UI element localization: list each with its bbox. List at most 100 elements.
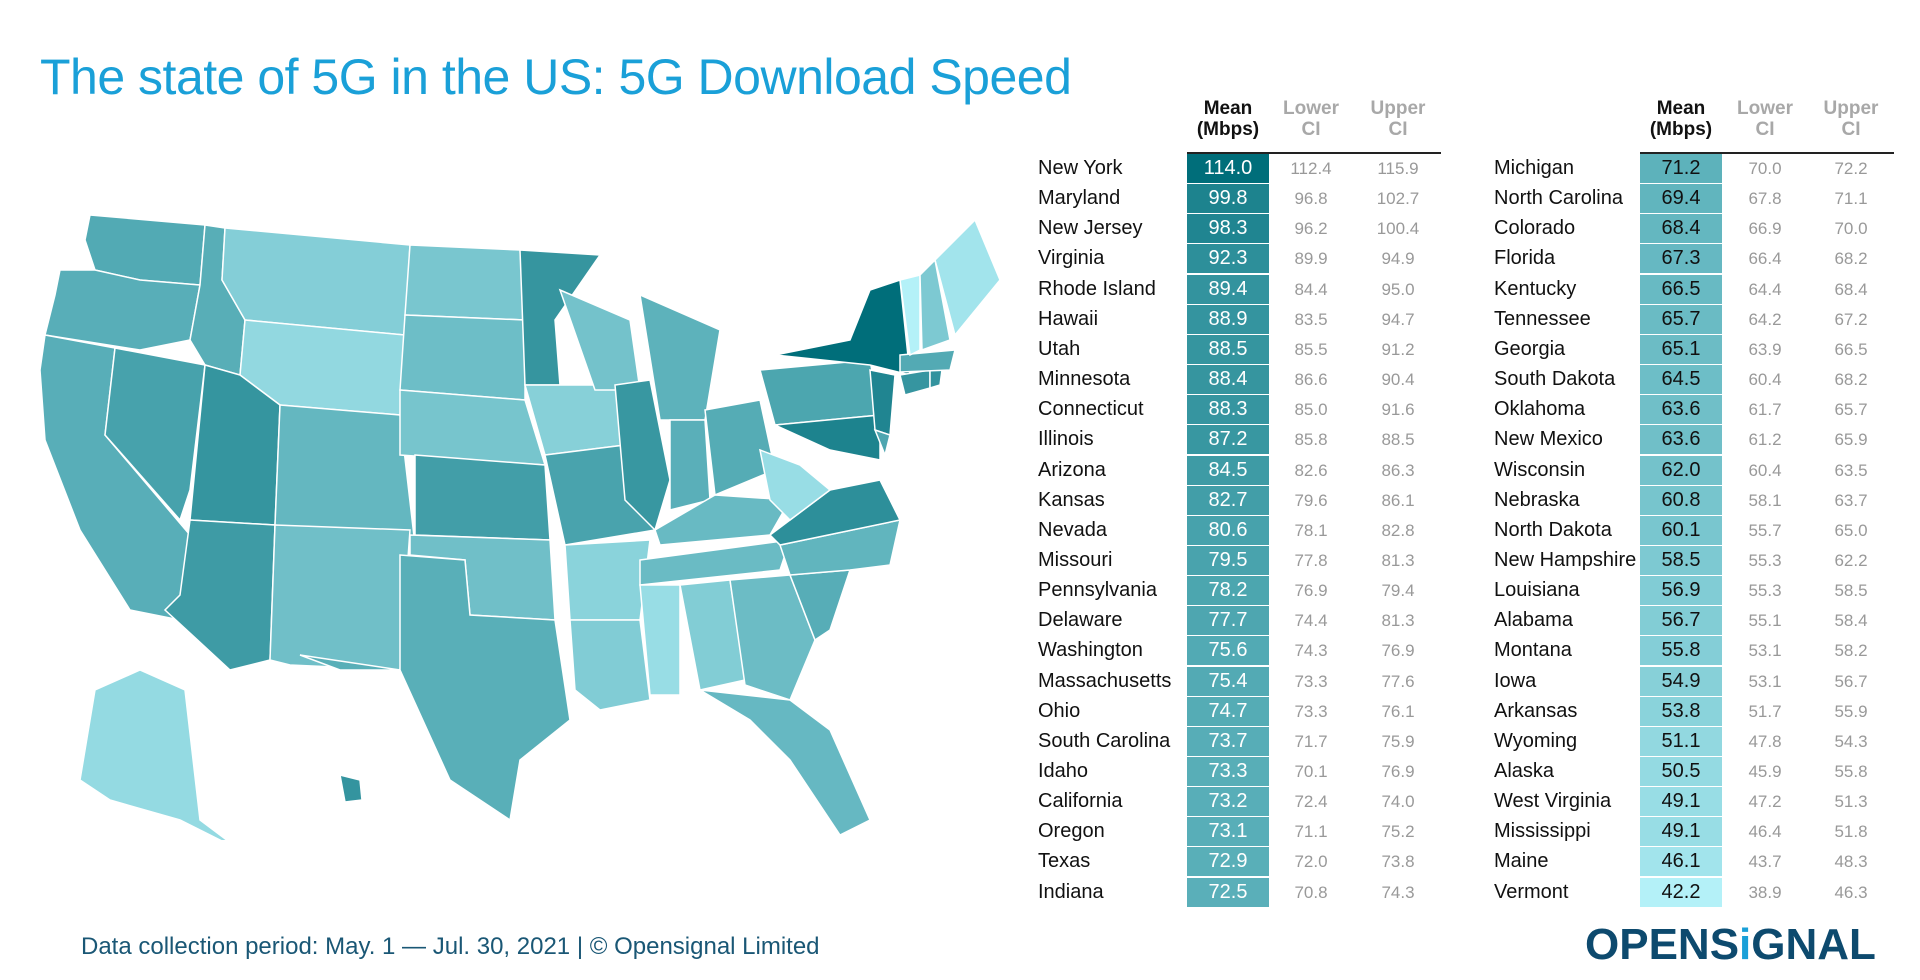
upper-ci-value: 65.0 bbox=[1834, 520, 1868, 540]
upper-ci-value: 67.2 bbox=[1834, 309, 1868, 329]
lower-ci-value: 55.3 bbox=[1748, 581, 1782, 601]
state-colorado bbox=[274, 404, 416, 546]
state-pennsylvania bbox=[759, 359, 881, 426]
lower-ci-value: 53.1 bbox=[1748, 671, 1782, 691]
lower-ci-value: 83.5 bbox=[1294, 309, 1328, 329]
state-name: Massachusetts bbox=[1038, 669, 1172, 692]
state-name: Michigan bbox=[1494, 157, 1575, 179]
state-name: Wyoming bbox=[1494, 729, 1578, 752]
state-nebraska bbox=[399, 389, 547, 466]
state-name: Alabama bbox=[1494, 609, 1573, 632]
state-ohio bbox=[704, 399, 776, 497]
state-florida bbox=[699, 689, 871, 836]
lower-ci-value: 58.1 bbox=[1748, 490, 1782, 510]
upper-ci-value: 79.4 bbox=[1381, 581, 1415, 601]
state-name: Iowa bbox=[1494, 669, 1537, 692]
us-choropleth-map bbox=[39, 214, 1001, 840]
mean-value: 63.6 bbox=[1640, 395, 1722, 425]
state-name: New Mexico bbox=[1494, 428, 1603, 451]
upper-ci-value: 46.3 bbox=[1834, 882, 1868, 902]
state-nevada bbox=[104, 347, 206, 522]
lower-ci-value: 60.4 bbox=[1748, 460, 1782, 480]
state-kentucky bbox=[654, 494, 792, 546]
mean-value: 50.5 bbox=[1640, 757, 1722, 786]
lower-ci-value: 71.1 bbox=[1294, 822, 1328, 842]
mean-value: 56.9 bbox=[1640, 576, 1722, 606]
state-name: Florida bbox=[1494, 247, 1556, 270]
state-louisiana bbox=[569, 619, 651, 711]
upper-ci-value: 48.3 bbox=[1834, 852, 1868, 872]
state-name: Pennsylvania bbox=[1038, 579, 1157, 602]
header-lower-ci: Lower CI bbox=[1722, 98, 1808, 150]
state-maryland bbox=[772, 414, 881, 461]
mean-value: 114.0 bbox=[1187, 154, 1269, 183]
upper-ci-value: 74.3 bbox=[1381, 882, 1415, 902]
state-wisconsin bbox=[558, 288, 641, 391]
state-name: New Hampshire bbox=[1494, 548, 1637, 571]
header-lower-ci: Lower CI bbox=[1268, 98, 1354, 150]
lower-ci-value: 51.7 bbox=[1748, 701, 1782, 721]
lower-ci-value: 73.3 bbox=[1294, 671, 1328, 691]
state-new-hampshire bbox=[919, 258, 951, 352]
mean-value: 60.8 bbox=[1640, 485, 1722, 515]
mean-value: 64.5 bbox=[1640, 365, 1722, 395]
header-upper-ci-line: CI bbox=[1841, 119, 1861, 140]
upper-ci-value: 58.2 bbox=[1834, 641, 1868, 661]
upper-ci-value: 100.4 bbox=[1376, 219, 1420, 239]
mean-value: 84.5 bbox=[1187, 455, 1269, 485]
lower-ci-value: 77.8 bbox=[1294, 550, 1328, 570]
state-hawaii bbox=[339, 773, 363, 803]
header-mean: Mean (Mbps) bbox=[1187, 98, 1269, 150]
lower-ci-value: 38.9 bbox=[1748, 882, 1782, 902]
upper-ci-value: 76.1 bbox=[1381, 701, 1415, 721]
mean-value: 98.3 bbox=[1187, 214, 1269, 244]
mean-value: 75.4 bbox=[1187, 666, 1269, 696]
state-massachusetts bbox=[899, 349, 956, 373]
lower-ci-value: 60.4 bbox=[1748, 370, 1782, 390]
state-name: Vermont bbox=[1494, 880, 1569, 903]
state-name: Virginia bbox=[1038, 247, 1105, 270]
mean-value: 73.2 bbox=[1187, 787, 1269, 817]
state-name: Ohio bbox=[1038, 699, 1081, 722]
footer-source: Data collection period: May. 1 — Jul. 30… bbox=[81, 933, 820, 960]
header-lower-ci-line: Lower bbox=[1737, 98, 1793, 119]
header-upper-ci-line: Upper bbox=[1370, 98, 1426, 119]
mean-value: 62.0 bbox=[1640, 455, 1722, 485]
state-name: Wisconsin bbox=[1494, 458, 1586, 481]
state-name: California bbox=[1038, 790, 1123, 813]
header-upper-ci-line: CI bbox=[1388, 119, 1408, 140]
upper-ci-value: 55.9 bbox=[1834, 701, 1868, 721]
mean-value: 89.4 bbox=[1187, 274, 1269, 304]
state-name: Indiana bbox=[1038, 880, 1104, 903]
lower-ci-value: 61.7 bbox=[1748, 400, 1782, 420]
state-name: Arizona bbox=[1038, 458, 1106, 481]
lower-ci-value: 84.4 bbox=[1294, 279, 1328, 299]
lower-ci-value: 72.4 bbox=[1294, 792, 1328, 812]
state-name: Montana bbox=[1494, 639, 1572, 662]
lower-ci-value: 78.1 bbox=[1294, 520, 1328, 540]
state-name: North Carolina bbox=[1494, 187, 1623, 210]
mean-value: 51.1 bbox=[1640, 726, 1722, 756]
state-name: South Carolina bbox=[1038, 729, 1171, 752]
mean-value: 79.5 bbox=[1187, 545, 1269, 575]
state-name: Kansas bbox=[1038, 488, 1105, 511]
lower-ci-value: 86.6 bbox=[1294, 370, 1328, 390]
state-name: Kentucky bbox=[1494, 277, 1577, 300]
upper-ci-value: 88.5 bbox=[1381, 430, 1415, 450]
lower-ci-value: 70.8 bbox=[1294, 882, 1328, 902]
lower-ci-value: 96.8 bbox=[1294, 189, 1328, 209]
upper-ci-value: 81.3 bbox=[1381, 550, 1415, 570]
upper-ci-value: 90.4 bbox=[1381, 370, 1415, 390]
upper-ci-value: 65.9 bbox=[1834, 430, 1868, 450]
state-north-dakota bbox=[404, 244, 526, 321]
state-connecticut bbox=[899, 369, 931, 396]
lower-ci-value: 70.0 bbox=[1748, 159, 1782, 178]
mean-value: 56.7 bbox=[1640, 606, 1722, 636]
mean-value: 88.4 bbox=[1187, 365, 1269, 395]
mean-value: 46.1 bbox=[1640, 847, 1722, 877]
upper-ci-value: 102.7 bbox=[1376, 189, 1420, 209]
lower-ci-value: 55.7 bbox=[1748, 520, 1782, 540]
header-lower-ci-line: Lower bbox=[1283, 98, 1339, 119]
lower-ci-value: 112.4 bbox=[1290, 159, 1332, 178]
state-rhode-island bbox=[929, 369, 943, 390]
